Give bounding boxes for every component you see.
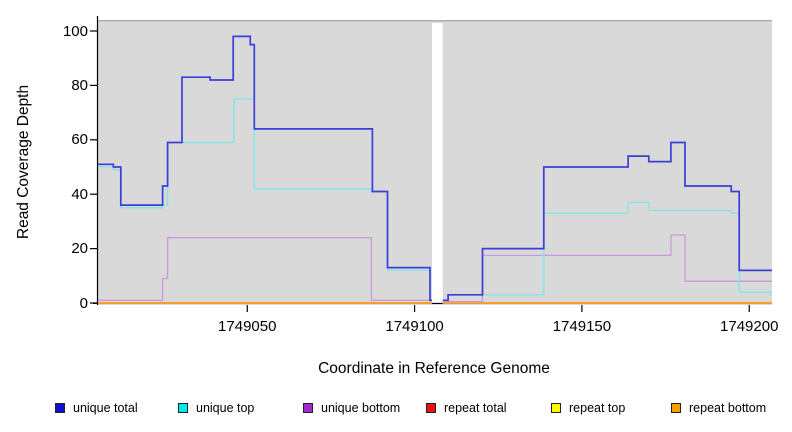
series-unique-bottom bbox=[98, 237, 432, 301]
x-tick-label: 1749200 bbox=[720, 318, 779, 335]
y-tick-label: 0 bbox=[79, 294, 88, 312]
y-tick-label: 20 bbox=[71, 240, 88, 258]
y-tick-label: 40 bbox=[71, 185, 88, 203]
y-tick-label: 100 bbox=[62, 22, 88, 40]
x-tick-label: 1749050 bbox=[218, 318, 277, 335]
y-tick-label: 60 bbox=[71, 131, 88, 149]
series-unique-total bbox=[98, 35, 432, 302]
y-tick-label: 80 bbox=[71, 76, 88, 94]
x-tick-label: 1749100 bbox=[385, 318, 444, 335]
coverage-gap bbox=[431, 23, 443, 302]
series-unique-top bbox=[442, 201, 772, 301]
x-tick-label: 1749150 bbox=[552, 318, 612, 335]
series-unique-total bbox=[442, 141, 772, 302]
x-axis-title: Coordinate in Reference Genome bbox=[318, 360, 550, 377]
y-axis-title: Read Coverage Depth bbox=[15, 84, 32, 240]
